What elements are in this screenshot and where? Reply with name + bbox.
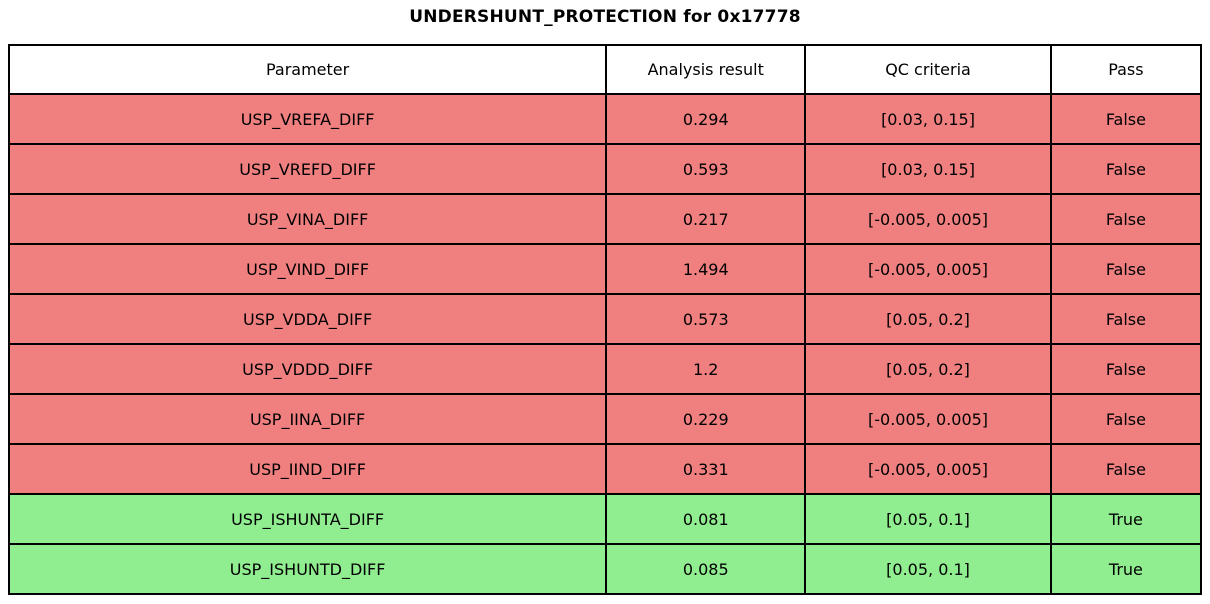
- cell-pass: True: [1049, 493, 1203, 545]
- table-row: USP_VREFD_DIFF 0.593 [0.03, 0.15] False: [7, 143, 1203, 195]
- cell-pass: False: [1049, 243, 1203, 295]
- table-row: USP_VDDD_DIFF 1.2 [0.05, 0.2] False: [7, 343, 1203, 395]
- cell-analysis-result: 0.217: [605, 193, 807, 245]
- cell-qc-criteria: [0.05, 0.2]: [804, 293, 1052, 345]
- cell-qc-criteria: [-0.005, 0.005]: [804, 443, 1052, 495]
- cell-analysis-result: 0.573: [605, 293, 807, 345]
- cell-qc-criteria: [0.05, 0.1]: [804, 543, 1052, 595]
- cell-analysis-result: 0.081: [605, 493, 807, 545]
- cell-parameter: USP_VREFD_DIFF: [7, 143, 608, 195]
- cell-analysis-result: 1.2: [605, 343, 807, 395]
- cell-pass: False: [1049, 143, 1203, 195]
- table-row: USP_ISHUNTD_DIFF 0.085 [0.05, 0.1] True: [7, 543, 1203, 595]
- cell-qc-criteria: [0.05, 0.2]: [804, 343, 1052, 395]
- cell-qc-criteria: [0.03, 0.15]: [804, 93, 1052, 145]
- cell-qc-criteria: [-0.005, 0.005]: [804, 193, 1052, 245]
- cell-parameter: USP_IINA_DIFF: [7, 393, 608, 445]
- cell-qc-criteria: [0.03, 0.15]: [804, 143, 1052, 195]
- column-header-pass: Pass: [1049, 44, 1203, 95]
- cell-parameter: USP_VDDA_DIFF: [7, 293, 608, 345]
- column-header-analysis-result: Analysis result: [605, 44, 807, 95]
- table-row: USP_VREFA_DIFF 0.294 [0.03, 0.15] False: [7, 93, 1203, 145]
- table-row: USP_IIND_DIFF 0.331 [-0.005, 0.005] Fals…: [7, 443, 1203, 495]
- cell-analysis-result: 0.294: [605, 93, 807, 145]
- cell-pass: False: [1049, 93, 1203, 145]
- table-row: USP_VDDA_DIFF 0.573 [0.05, 0.2] False: [7, 293, 1203, 345]
- cell-parameter: USP_VIND_DIFF: [7, 243, 608, 295]
- column-header-qc-criteria: QC criteria: [804, 44, 1052, 95]
- cell-parameter: USP_VREFA_DIFF: [7, 93, 608, 145]
- cell-pass: False: [1049, 443, 1203, 495]
- cell-pass: False: [1049, 393, 1203, 445]
- cell-analysis-result: 1.494: [605, 243, 807, 295]
- cell-analysis-result: 0.593: [605, 143, 807, 195]
- table-row: USP_VIND_DIFF 1.494 [-0.005, 0.005] Fals…: [7, 243, 1203, 295]
- table-header-row: Parameter Analysis result QC criteria Pa…: [7, 44, 1203, 95]
- cell-analysis-result: 0.085: [605, 543, 807, 595]
- cell-pass: False: [1049, 293, 1203, 345]
- cell-parameter: USP_ISHUNTA_DIFF: [7, 493, 608, 545]
- cell-pass: False: [1049, 193, 1203, 245]
- cell-parameter: USP_ISHUNTD_DIFF: [7, 543, 608, 595]
- cell-analysis-result: 0.229: [605, 393, 807, 445]
- cell-analysis-result: 0.331: [605, 443, 807, 495]
- table-row: USP_ISHUNTA_DIFF 0.081 [0.05, 0.1] True: [7, 493, 1203, 545]
- cell-parameter: USP_VDDD_DIFF: [7, 343, 608, 395]
- qc-results-table: Parameter Analysis result QC criteria Pa…: [7, 44, 1203, 595]
- page-title: UNDERSHUNT_PROTECTION for 0x17778: [409, 7, 801, 27]
- cell-parameter: USP_IIND_DIFF: [7, 443, 608, 495]
- cell-qc-criteria: [-0.005, 0.005]: [804, 393, 1052, 445]
- column-header-parameter: Parameter: [7, 44, 608, 95]
- table-row: USP_VINA_DIFF 0.217 [-0.005, 0.005] Fals…: [7, 193, 1203, 245]
- cell-qc-criteria: [0.05, 0.1]: [804, 493, 1052, 545]
- cell-qc-criteria: [-0.005, 0.005]: [804, 243, 1052, 295]
- cell-pass: False: [1049, 343, 1203, 395]
- cell-parameter: USP_VINA_DIFF: [7, 193, 608, 245]
- table-row: USP_IINA_DIFF 0.229 [-0.005, 0.005] Fals…: [7, 393, 1203, 445]
- cell-pass: True: [1049, 543, 1203, 595]
